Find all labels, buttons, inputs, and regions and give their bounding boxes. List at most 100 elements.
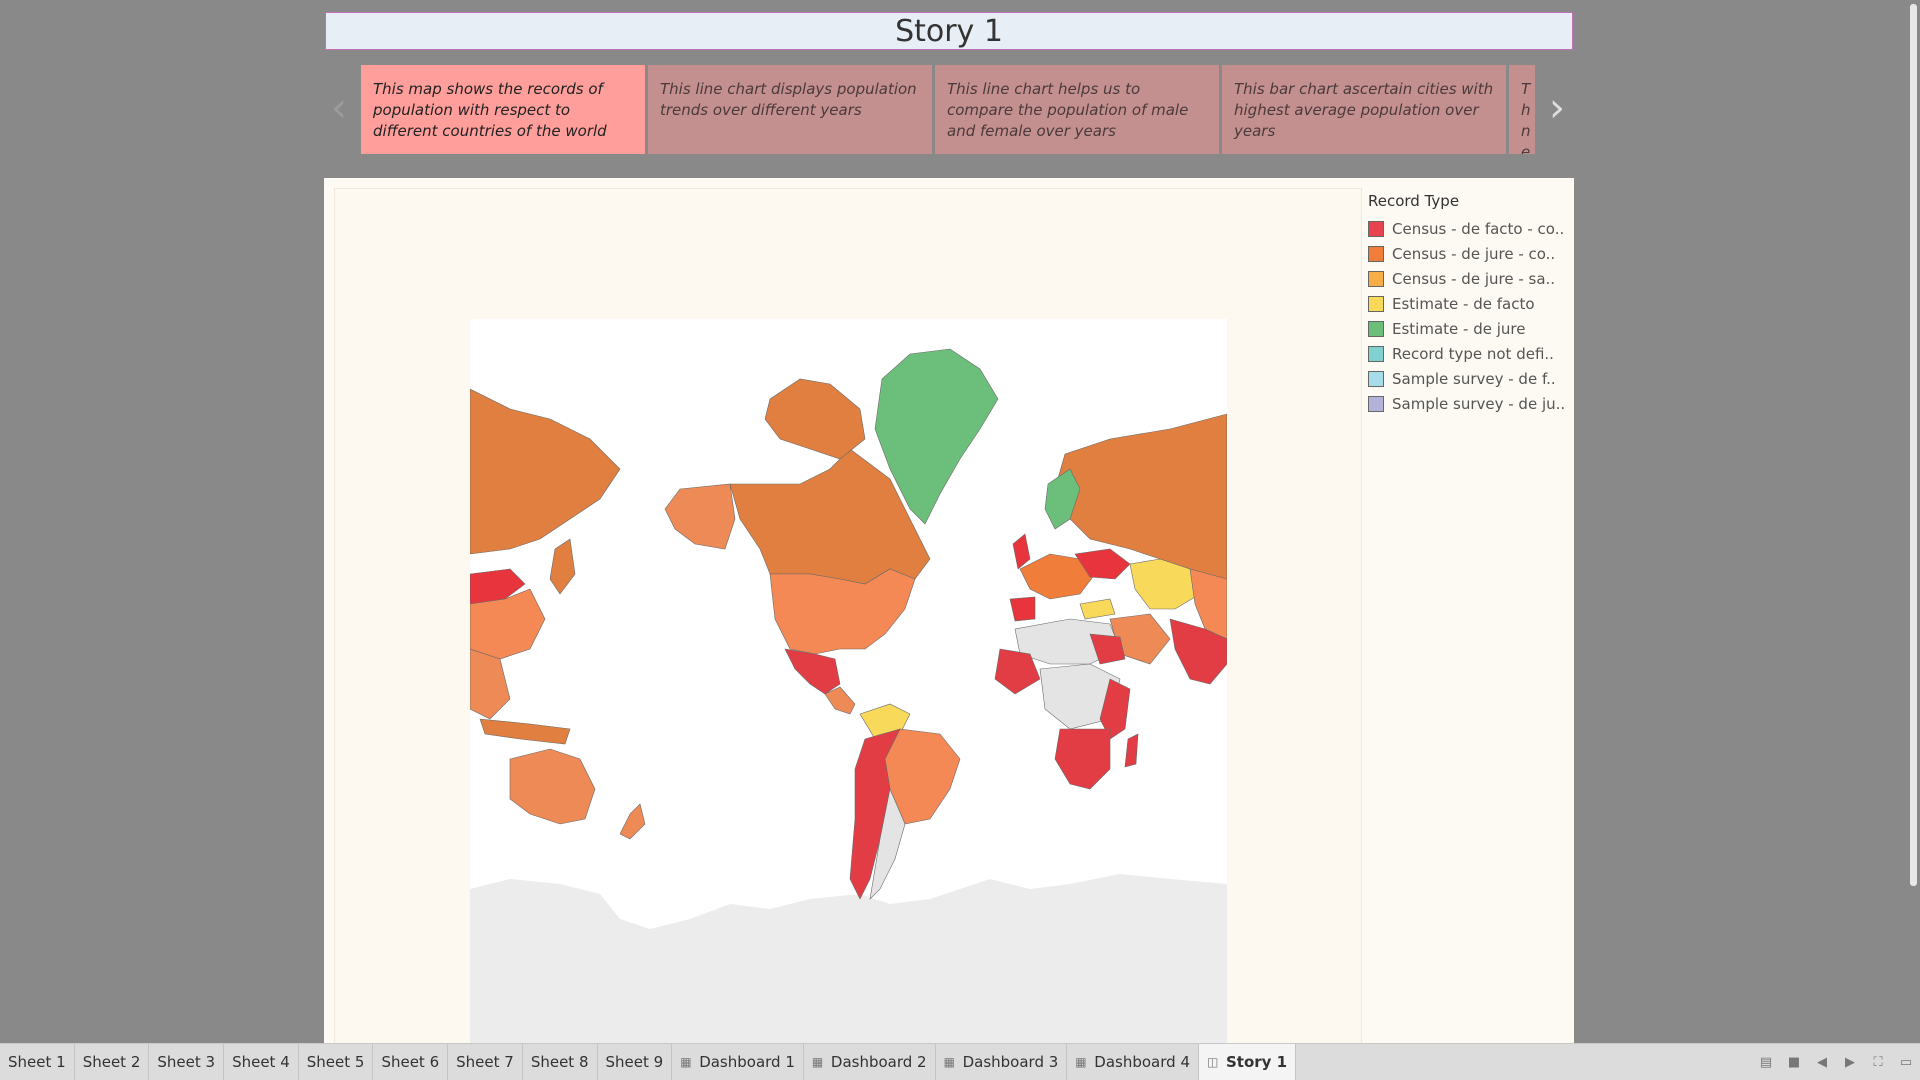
legend-label: Estimate - de facto: [1392, 294, 1535, 313]
story-navigator: This map shows the records of population…: [361, 65, 1535, 154]
region-egypt: [1089, 633, 1126, 665]
legend-item[interactable]: Estimate - de facto: [1368, 291, 1568, 316]
tab-sheet-6[interactable]: Sheet 6: [373, 1044, 449, 1080]
sheet-tab-bar: Sheet 1 Sheet 2 Sheet 3 Sheet 4 Sheet 5 …: [0, 1043, 1920, 1080]
grid-view-icon[interactable]: ■: [1787, 1054, 1801, 1070]
region-kazakhstan: [1129, 558, 1201, 610]
tab-story-1[interactable]: ◫ Story 1: [1199, 1044, 1297, 1080]
tab-label: Sheet 4: [232, 1053, 290, 1071]
tab-sheet-5[interactable]: Sheet 5: [299, 1044, 374, 1080]
vertical-scrollbar[interactable]: [1906, 0, 1920, 1043]
tab-dashboard-3[interactable]: ▦ Dashboard 3: [936, 1044, 1068, 1080]
scroll-right-icon[interactable]: ▶: [1845, 1054, 1855, 1070]
region-andes: [849, 728, 901, 900]
tab-label: Dashboard 3: [962, 1053, 1059, 1071]
region-eastern-europe: [1074, 548, 1131, 580]
region-australia: [509, 748, 596, 825]
region-se-asia: [470, 648, 511, 720]
story-title: Story 1: [325, 12, 1573, 50]
legend-item[interactable]: Sample survey - de ju..: [1368, 391, 1568, 416]
legend-swatch: [1368, 345, 1384, 362]
region-antarctica: [470, 874, 1227, 1049]
fullscreen-icon[interactable]: ⛶: [1873, 1054, 1883, 1070]
legend-swatch: [1368, 245, 1384, 262]
tab-label: Sheet 6: [381, 1053, 440, 1071]
tab-label: Dashboard 2: [830, 1053, 927, 1071]
region-alaska: [664, 483, 736, 550]
legend-swatch: [1368, 270, 1384, 287]
legend-swatch: [1368, 395, 1384, 412]
region-east-africa: [1099, 678, 1131, 740]
legend-label: Census - de jure - co..: [1392, 244, 1556, 263]
tab-label: Sheet 1: [8, 1053, 66, 1071]
story-point-3[interactable]: This line chart helps us to compare the …: [935, 65, 1219, 154]
tab-sheet-2[interactable]: Sheet 2: [75, 1044, 150, 1080]
tab-dashboard-4[interactable]: ▦ Dashboard 4: [1067, 1044, 1199, 1080]
region-india: [1169, 618, 1227, 685]
tab-sheet-4[interactable]: Sheet 4: [224, 1044, 299, 1080]
region-new-zealand: [619, 803, 646, 840]
world-map-svg: [470, 348, 1227, 1049]
tab-label: Sheet 2: [82, 1053, 141, 1071]
region-indonesia: [479, 718, 571, 745]
legend-item[interactable]: Estimate - de jure: [1368, 316, 1568, 341]
tab-dashboard-2[interactable]: ▦ Dashboard 2: [804, 1044, 936, 1080]
legend-label: Sample survey - de f..: [1392, 369, 1556, 388]
tab-dashboard-1[interactable]: ▦ Dashboard 1: [672, 1044, 804, 1080]
region-argentina: [869, 787, 906, 900]
dashboard-icon: ▦: [943, 1054, 955, 1069]
tab-sheet-1[interactable]: Sheet 1: [0, 1044, 75, 1080]
story-point-4[interactable]: This bar chart ascertain cities with hig…: [1222, 65, 1506, 154]
region-iberia: [1009, 596, 1036, 622]
tab-label: Sheet 8: [530, 1053, 589, 1071]
tab-label: Dashboard 1: [699, 1053, 795, 1071]
story-point-1[interactable]: This map shows the records of population…: [361, 65, 645, 154]
chevron-right-icon[interactable]: ›: [1549, 85, 1565, 131]
legend-label: Sample survey - de ju..: [1392, 394, 1566, 413]
region-madagascar: [1124, 733, 1139, 768]
tab-sheet-9[interactable]: Sheet 9: [598, 1044, 673, 1080]
chevron-left-icon[interactable]: ‹: [331, 85, 347, 131]
region-usa: [769, 568, 916, 655]
legend-item[interactable]: Census - de facto - co..: [1368, 216, 1568, 241]
dashboard-icon: ▦: [811, 1054, 824, 1069]
legend-title: Record Type: [1368, 192, 1460, 210]
legend-item[interactable]: Census - de jure - sa..: [1368, 266, 1568, 291]
story-point-5[interactable]: Th ne an: [1509, 65, 1535, 154]
legend-item[interactable]: Census - de jure - co..: [1368, 241, 1568, 266]
region-west-africa: [994, 648, 1041, 695]
tab-label: Story 1: [1226, 1053, 1288, 1071]
legend-label: Estimate - de jure: [1392, 319, 1526, 338]
story-sheet: Record Type Census - de facto - co.. Cen…: [324, 178, 1574, 1049]
region-greenland: [874, 348, 999, 525]
legend-item[interactable]: Record type not defi..: [1368, 341, 1568, 366]
tab-controls: ▤ ■ ◀ ▶ ⛶ ▭: [1758, 1044, 1914, 1080]
legend-swatch: [1368, 370, 1384, 387]
legend: Record Type Census - de facto - co.. Cen…: [1368, 192, 1568, 416]
story-icon: ◫: [1207, 1054, 1219, 1069]
region-western-europe: [1019, 553, 1096, 600]
tab-label: Sheet 5: [306, 1053, 365, 1071]
tab-sheet-7[interactable]: Sheet 7: [448, 1044, 523, 1080]
scroll-left-icon[interactable]: ◀: [1817, 1054, 1827, 1070]
tab-sheet-3[interactable]: Sheet 3: [149, 1044, 225, 1080]
filmstrip-view-icon[interactable]: ▤: [1759, 1054, 1773, 1070]
region-east-asia-left: [470, 388, 621, 555]
region-mongolia: [470, 568, 526, 605]
presentation-icon[interactable]: ▭: [1899, 1054, 1913, 1070]
scrollbar-thumb[interactable]: [1910, 4, 1917, 886]
legend-item[interactable]: Sample survey - de f..: [1368, 366, 1568, 391]
legend-label: Record type not defi..: [1392, 344, 1554, 363]
legend-swatch: [1368, 320, 1384, 337]
dashboard-icon: ▦: [1075, 1054, 1087, 1069]
region-central-america: [824, 686, 856, 715]
world-map[interactable]: [470, 319, 1227, 1049]
legend-label: Census - de jure - sa..: [1392, 269, 1556, 288]
region-southern-africa: [1054, 728, 1111, 790]
tab-label: Sheet 9: [605, 1053, 664, 1071]
region-arctic-islands: [764, 378, 866, 460]
tab-sheet-8[interactable]: Sheet 8: [523, 1044, 598, 1080]
legend-swatch: [1368, 295, 1384, 312]
tab-label: Sheet 7: [456, 1053, 514, 1071]
story-point-2[interactable]: This line chart displays population tren…: [648, 65, 932, 154]
